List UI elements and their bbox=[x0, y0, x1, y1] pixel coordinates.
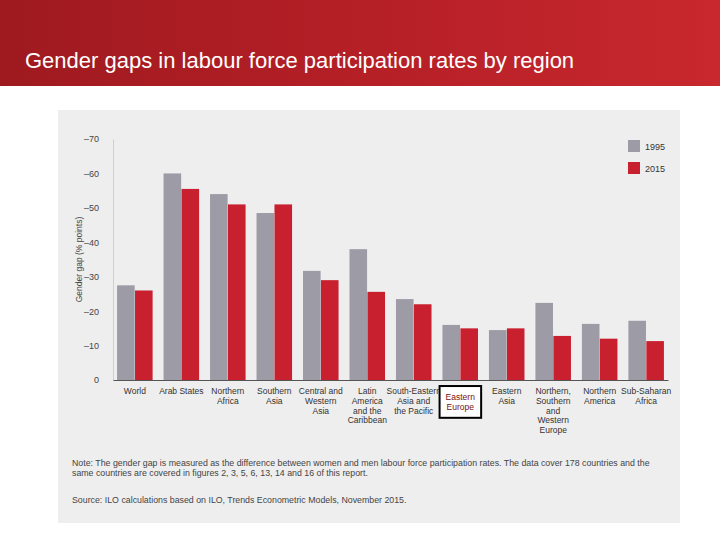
x-tick-label: World bbox=[124, 386, 146, 396]
x-tick-label: NorthernAfrica bbox=[211, 386, 244, 406]
x-axis: World Arab States NorthernAfrica SouthernAs… bbox=[114, 380, 672, 435]
y-tick: –40 bbox=[84, 238, 113, 248]
x-tick-label: LatinAmericaand theCaribbean bbox=[348, 386, 387, 425]
x-axis-line bbox=[114, 380, 669, 381]
y-tick-label: –60 bbox=[84, 169, 99, 179]
bar bbox=[164, 173, 182, 380]
bar bbox=[274, 204, 292, 380]
y-tick-label: –20 bbox=[84, 307, 99, 317]
x-tick: Sub-SaharanAfrica bbox=[621, 380, 671, 406]
legend-swatch bbox=[628, 162, 640, 174]
series-0 bbox=[117, 173, 646, 380]
x-tick: EasternAsia bbox=[492, 380, 522, 406]
bar bbox=[646, 341, 664, 380]
x-tick-label: Arab States bbox=[159, 386, 203, 396]
y-tick-label: –40 bbox=[84, 238, 99, 248]
bar bbox=[507, 328, 525, 380]
series-1 bbox=[135, 189, 664, 380]
x-tick: Northern,SouthernandWesternEurope bbox=[535, 380, 570, 435]
annotation-text: EasternEurope bbox=[446, 392, 476, 412]
y-tick: –20 bbox=[84, 307, 113, 317]
bar bbox=[349, 249, 367, 380]
x-tick-label: Central andWesternAsia bbox=[299, 386, 343, 416]
note: Note: The gender gap is measured as the … bbox=[72, 458, 650, 478]
bar bbox=[135, 290, 153, 380]
bar bbox=[210, 194, 228, 380]
legend-label: 1995 bbox=[645, 142, 665, 152]
source: Source: ILO calculations based on ILO, T… bbox=[72, 495, 406, 505]
title: Gender gaps in labour force participatio… bbox=[25, 48, 574, 73]
bar bbox=[182, 189, 200, 380]
bar bbox=[117, 285, 135, 380]
y-tick-label: 0 bbox=[94, 375, 99, 385]
y-tick: –70 bbox=[84, 134, 113, 144]
bar bbox=[303, 271, 321, 380]
bars bbox=[117, 173, 664, 380]
bar bbox=[553, 336, 571, 380]
y-tick-label: –70 bbox=[84, 134, 99, 144]
y-tick-label: –30 bbox=[84, 272, 99, 282]
y-tick: –30 bbox=[84, 272, 113, 282]
x-tick-label: Sub-SaharanAfrica bbox=[621, 386, 671, 406]
y-tick-label: –10 bbox=[84, 341, 99, 351]
y-tick: –50 bbox=[84, 203, 113, 213]
x-tick: South-EasternAsia andthe Pacific bbox=[387, 380, 442, 416]
legend: 1995 2015 bbox=[628, 140, 665, 174]
bar bbox=[257, 213, 275, 380]
x-tick: LatinAmericaand theCaribbean bbox=[348, 380, 387, 425]
header-band bbox=[0, 0, 720, 86]
y-tick: –10 bbox=[84, 341, 113, 351]
bar bbox=[600, 339, 618, 380]
x-tick-label: SouthernAsia bbox=[257, 386, 292, 406]
bar bbox=[396, 299, 414, 380]
x-tick: SouthernAsia bbox=[257, 380, 292, 406]
bar bbox=[367, 292, 385, 380]
y-axis-title: Gender gap (% points) bbox=[74, 217, 84, 303]
legend-swatch bbox=[628, 140, 640, 152]
bar bbox=[535, 303, 553, 380]
bar bbox=[582, 324, 600, 380]
x-tick: NorthernAmerica bbox=[583, 380, 616, 406]
bar bbox=[321, 280, 339, 380]
bar bbox=[489, 330, 507, 380]
x-tick-label: South-EasternAsia andthe Pacific bbox=[387, 386, 442, 416]
x-tick-label: Northern,SouthernandWesternEurope bbox=[535, 386, 570, 435]
x-tick-label: EasternAsia bbox=[492, 386, 522, 406]
bar bbox=[460, 328, 478, 380]
bar bbox=[414, 304, 432, 380]
legend-item: 2015 bbox=[628, 162, 665, 174]
y-axis: 0 –10 –20 –30 –40 –50 –60 –70 bbox=[84, 134, 114, 385]
bar bbox=[628, 321, 646, 380]
x-tick: Arab States bbox=[159, 380, 203, 396]
chart-panel bbox=[58, 110, 680, 523]
y-axis-line bbox=[113, 140, 114, 381]
annotation-box bbox=[440, 386, 482, 418]
y-tick: –60 bbox=[84, 169, 113, 179]
x-tick: Central andWesternAsia bbox=[299, 380, 343, 416]
bar bbox=[442, 325, 460, 380]
legend-item: 1995 bbox=[628, 140, 665, 152]
annotation: EasternEurope bbox=[440, 386, 482, 418]
x-tick: World bbox=[124, 380, 146, 396]
y-tick-label: –50 bbox=[84, 203, 99, 213]
x-tick-label: NorthernAmerica bbox=[583, 386, 616, 406]
bar bbox=[228, 204, 246, 380]
legend-label: 2015 bbox=[645, 164, 665, 174]
x-tick: NorthernAfrica bbox=[211, 380, 244, 406]
slide: Gender gaps in labour force participatio… bbox=[0, 0, 720, 540]
y-tick: 0 bbox=[94, 375, 113, 385]
